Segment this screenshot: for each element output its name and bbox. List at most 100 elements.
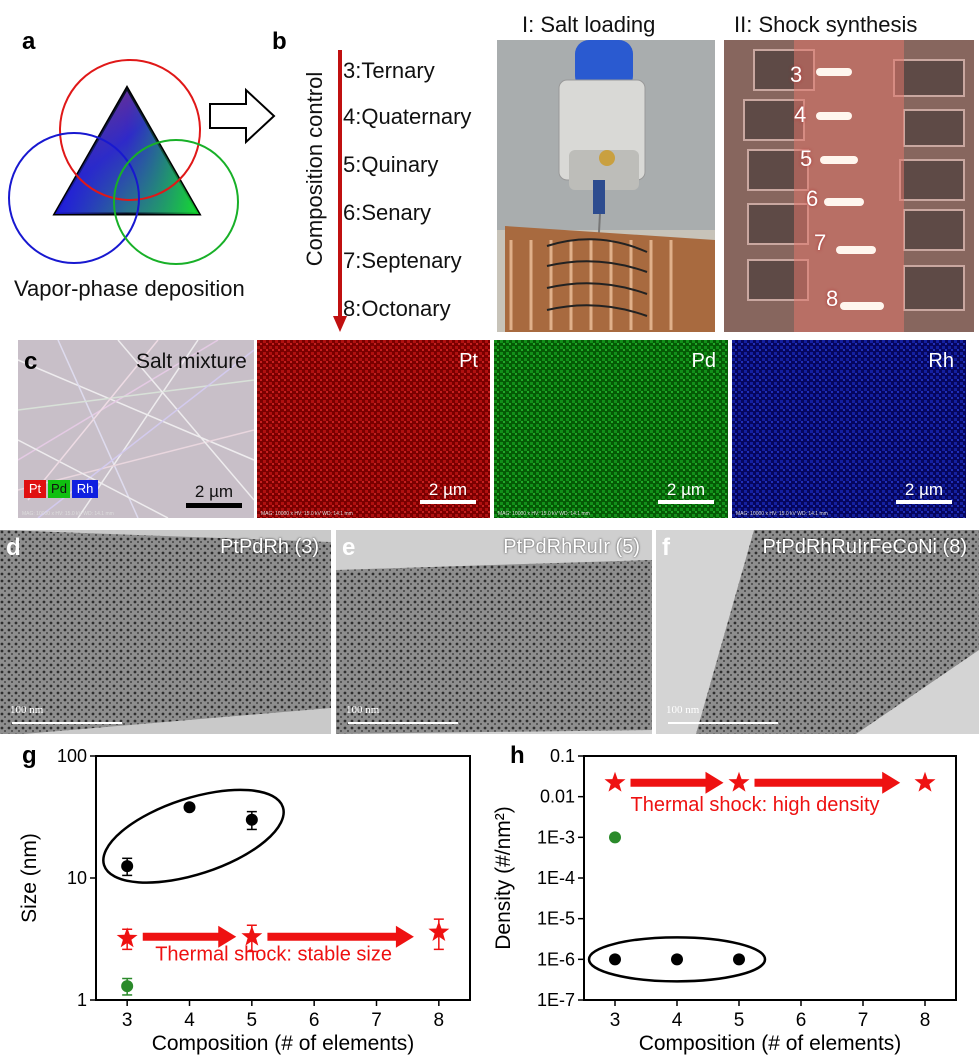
y-tick-label: 1E-5 xyxy=(537,909,575,929)
panel-h-label: h xyxy=(510,742,525,769)
x-tick-label: 7 xyxy=(858,1010,869,1031)
scale-bar: 2 µm xyxy=(420,480,476,504)
data-point xyxy=(121,860,134,873)
trend-arrow-head xyxy=(882,771,901,794)
scale-label: 2 µm xyxy=(194,482,234,501)
y-tick-label: 10 xyxy=(67,868,87,888)
trend-arrow xyxy=(754,778,885,787)
shock-number: 5 xyxy=(800,146,813,171)
x-axis-label: Composition (# of elements) xyxy=(639,1032,902,1055)
x-tick-label: 6 xyxy=(796,1010,807,1031)
scale-label: 100 nm xyxy=(666,704,700,716)
sem-meta: MAG: 10000 x HV: 15.0 kV WD: 14.1 mm xyxy=(498,511,590,517)
x-tick-label: 8 xyxy=(920,1010,931,1031)
rh-map: Rh 2 µm MAG: 10000 x HV: 15.0 kV WD: 14.… xyxy=(732,340,966,518)
composition-arrow xyxy=(333,50,347,332)
data-point-star xyxy=(428,921,450,941)
data-point xyxy=(671,953,683,966)
shock-synthesis-photo: 3 4 5 6 7 8 xyxy=(724,40,974,332)
composition-item: 6:Senary xyxy=(343,200,432,225)
scale-label: 2 µm xyxy=(428,480,468,499)
legend-pd: Pd xyxy=(48,480,70,498)
data-point-star xyxy=(728,771,750,792)
panel-c-label: c xyxy=(24,348,38,375)
panel-e-label: e xyxy=(342,534,356,561)
x-tick-label: 4 xyxy=(672,1010,683,1031)
sem-meta: MAG: 10000 x HV: 15.0 kV WD: 14.1 mm xyxy=(736,511,828,517)
x-tick-label: 4 xyxy=(184,1010,195,1031)
trend-arrow xyxy=(142,932,221,941)
data-point xyxy=(733,953,745,966)
y-tick-label: 0.1 xyxy=(550,746,575,766)
plot-frame xyxy=(583,755,957,1001)
green-circle xyxy=(113,139,239,265)
y-tick-label: 1 xyxy=(77,990,87,1010)
x-tick-label: 8 xyxy=(434,1010,445,1031)
y-tick-label: 100 xyxy=(57,746,87,766)
tem-image-f: f PtPdRhRuIrFeCoNi (8) 100 nm xyxy=(656,530,979,734)
tem-title: PtPdRh (3) xyxy=(220,536,319,558)
legend-rh: Rh xyxy=(72,480,98,498)
right-arrow-icon xyxy=(209,87,276,145)
panel-b-label: b xyxy=(272,28,287,55)
data-point-star xyxy=(604,771,626,792)
x-tick-label: 7 xyxy=(371,1010,382,1031)
panel-a-caption: Vapor-phase deposition xyxy=(14,276,245,301)
panel-f-label: f xyxy=(662,534,670,561)
trend-arrow-head xyxy=(218,925,237,948)
panel-g-label: g xyxy=(22,742,37,769)
shock-number: 7 xyxy=(814,230,827,255)
cluster-ellipse xyxy=(102,788,285,884)
blue-circle xyxy=(8,132,140,264)
data-point xyxy=(609,953,621,966)
x-tick-label: 3 xyxy=(122,1010,133,1031)
tem-image-e: e PtPdRhRuIr (5) 100 nm xyxy=(336,530,652,734)
data-point-star xyxy=(116,927,138,948)
salt-loading-photo xyxy=(497,40,715,332)
composition-item: 8:Octonary xyxy=(343,296,451,321)
composition-item: 5:Quinary xyxy=(343,152,439,177)
x-tick-label: 6 xyxy=(309,1010,320,1031)
data-point xyxy=(121,980,134,993)
y-tick-label: 1E-3 xyxy=(537,827,575,847)
legend-pt: Pt xyxy=(24,480,46,498)
y-axis-label: Density (#/nm²) xyxy=(492,806,515,950)
data-point xyxy=(609,831,621,844)
ternary-venn-diagram xyxy=(8,59,239,265)
shock-number: 6 xyxy=(806,186,819,211)
shock-number: 8 xyxy=(826,286,839,311)
map-element-label: Rh xyxy=(928,350,954,372)
scale-bar: 2 µm xyxy=(896,480,952,504)
composition-control-label: Composition control xyxy=(302,71,327,267)
y-tick-label: 1E-7 xyxy=(537,990,575,1010)
tem-title: PtPdRhRuIr (5) xyxy=(503,536,640,558)
pt-map: Pt 2 µm MAG: 10000 x HV: 15.0 kV WD: 14.… xyxy=(257,340,490,518)
composition-item: 3:Ternary xyxy=(343,58,435,83)
shock-number: 3 xyxy=(790,62,803,87)
x-axis-label: Composition (# of elements) xyxy=(152,1032,415,1055)
trend-arrow-head xyxy=(395,925,414,948)
y-tick-label: 1E-6 xyxy=(537,949,575,969)
x-tick-label: 5 xyxy=(247,1010,258,1031)
data-point-star xyxy=(241,925,263,946)
chart-g: 3 4 5 6 7 8 1 10 100 Composition (# of elements) S… xyxy=(18,746,471,1055)
composition-item: 7:Septenary xyxy=(343,248,462,273)
pd-map: Pd 2 µm MAG: 10000 x HV: 15.0 kV WD: 14.… xyxy=(494,340,728,518)
chart-annotation: Thermal shock: high density xyxy=(631,794,880,816)
red-circle xyxy=(59,59,201,201)
sem-meta: MAG: 10000 x HV: 15.0 kV WD: 14.1 mm xyxy=(261,511,353,517)
y-axis-label: Size (nm) xyxy=(18,833,41,923)
scale-label: 2 µm xyxy=(666,480,706,499)
x-tick-label: 3 xyxy=(610,1010,621,1031)
trend-arrow xyxy=(267,932,398,941)
shock-synthesis-title: II: Shock synthesis xyxy=(734,12,918,37)
scale-label: 100 nm xyxy=(346,704,380,716)
panel-d-label: d xyxy=(6,534,21,561)
tem-title: PtPdRhRuIrFeCoNi (8) xyxy=(762,536,967,558)
panel-a-label: a xyxy=(22,28,36,55)
trend-arrow-head xyxy=(705,771,724,794)
x-tick-label: 5 xyxy=(734,1010,745,1031)
trend-arrow xyxy=(630,778,708,787)
composition-item: 4:Quaternary xyxy=(343,104,472,129)
scale-bar: 2 µm xyxy=(658,480,714,504)
